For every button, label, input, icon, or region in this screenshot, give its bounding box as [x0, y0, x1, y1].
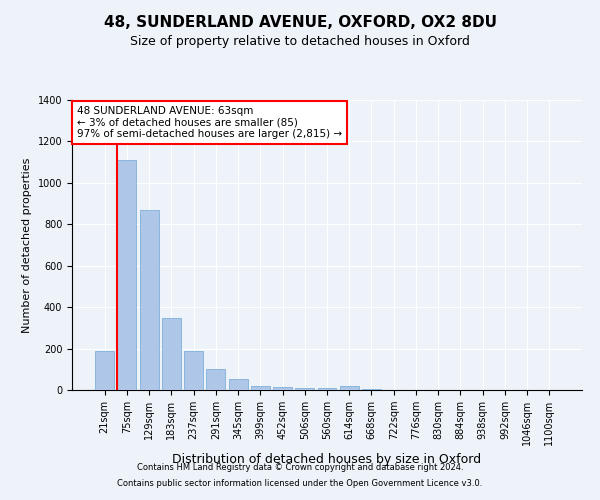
Bar [295, 388, 314, 390]
Bar [273, 387, 292, 390]
Text: Contains HM Land Registry data © Crown copyright and database right 2024.: Contains HM Land Registry data © Crown c… [137, 464, 463, 472]
Bar [317, 388, 337, 390]
Bar [140, 210, 158, 390]
Bar [162, 318, 181, 390]
Bar [229, 378, 248, 390]
Text: Contains public sector information licensed under the Open Government Licence v3: Contains public sector information licen… [118, 478, 482, 488]
Bar [206, 370, 225, 390]
Bar [362, 389, 381, 390]
Bar [95, 350, 114, 390]
Y-axis label: Number of detached properties: Number of detached properties [22, 158, 32, 332]
Bar [118, 160, 136, 390]
Bar [184, 350, 203, 390]
X-axis label: Distribution of detached houses by size in Oxford: Distribution of detached houses by size … [172, 454, 482, 466]
Text: 48 SUNDERLAND AVENUE: 63sqm
← 3% of detached houses are smaller (85)
97% of semi: 48 SUNDERLAND AVENUE: 63sqm ← 3% of deta… [77, 106, 342, 139]
Text: Size of property relative to detached houses in Oxford: Size of property relative to detached ho… [130, 35, 470, 48]
Bar [340, 386, 359, 390]
Text: 48, SUNDERLAND AVENUE, OXFORD, OX2 8DU: 48, SUNDERLAND AVENUE, OXFORD, OX2 8DU [104, 15, 497, 30]
Bar [251, 386, 270, 390]
